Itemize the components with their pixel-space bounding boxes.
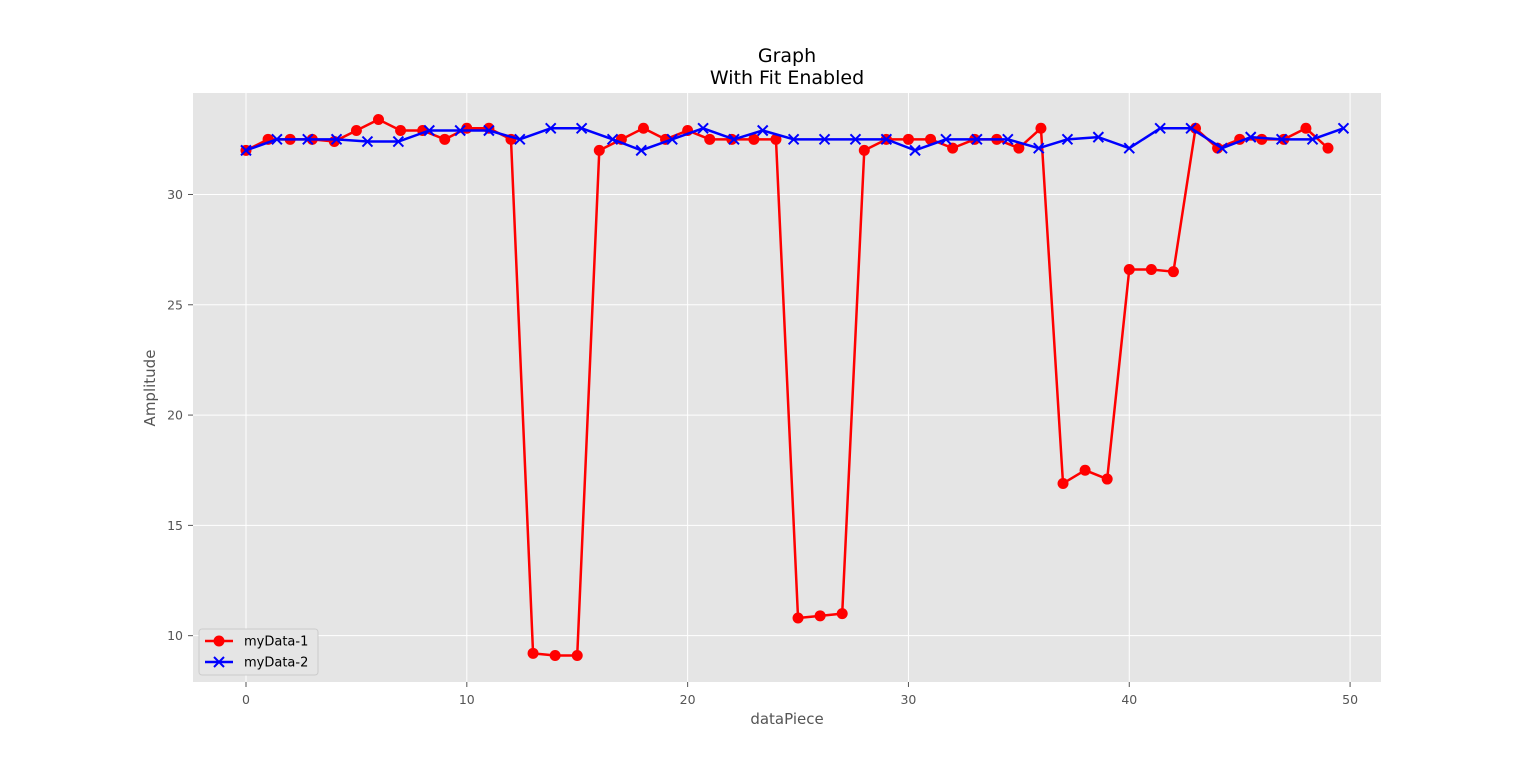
data-point (549, 650, 561, 662)
y-tick-label: 15 (167, 518, 183, 533)
data-point (1033, 142, 1045, 154)
y-tick-label: 25 (167, 297, 183, 312)
data-point (240, 144, 252, 157)
grid-lines (193, 93, 1381, 682)
legend-items: myData-1 myData-2 (205, 635, 308, 671)
series-myData-2 (240, 122, 1350, 157)
data-point (527, 647, 539, 659)
x-tick-label: 40 (1121, 692, 1137, 707)
data-point (1300, 122, 1312, 134)
data-point (1306, 133, 1319, 146)
data-point (1322, 142, 1334, 154)
data-point (330, 133, 343, 146)
chart-subtitle: With Fit Enabled (710, 67, 864, 89)
y-tick-label: 30 (167, 187, 183, 202)
data-point (947, 142, 959, 154)
data-point (514, 133, 526, 146)
data-point (836, 608, 848, 620)
data-point (1337, 122, 1350, 135)
chart-title: Graph (758, 45, 816, 67)
data-point (971, 133, 983, 146)
data-point (1101, 473, 1113, 485)
data-point (439, 133, 451, 145)
data-point (395, 125, 407, 137)
legend-label: myData-2 (244, 656, 308, 671)
data-point (1002, 133, 1014, 146)
data-point (423, 124, 435, 137)
data-point (1216, 142, 1228, 154)
data-point (271, 133, 283, 146)
data-point (880, 133, 893, 146)
data-point (372, 113, 384, 125)
data-point (1245, 131, 1257, 143)
data-point (728, 133, 740, 146)
legend-item: myData-1 (205, 635, 308, 650)
data-point (637, 122, 649, 134)
data-point (1092, 131, 1105, 143)
data-point (1185, 122, 1197, 135)
data-point (1145, 263, 1157, 275)
data-point (792, 612, 804, 624)
data-point (1057, 477, 1069, 489)
data-point (902, 133, 914, 145)
data-point (1123, 263, 1135, 275)
data-point (909, 144, 921, 157)
series-layer (240, 113, 1350, 662)
data-point (1035, 122, 1047, 134)
data-point (814, 610, 826, 622)
data-point (770, 133, 782, 145)
data-point (1167, 266, 1179, 278)
data-point (593, 144, 605, 156)
data-point (571, 650, 583, 662)
x-tick-label: 30 (900, 692, 916, 707)
data-point (392, 135, 405, 148)
axis-ticks: 0 10 20 30 40 50 10 15 20 25 30 (167, 187, 1358, 707)
data-point (697, 122, 709, 135)
legend: myData-1 myData-2 (198, 628, 319, 676)
data-point (483, 124, 495, 137)
x-tick-label: 10 (459, 692, 475, 707)
legend-marker (213, 635, 225, 647)
data-point (849, 133, 862, 146)
y-tick-label: 20 (167, 408, 183, 423)
data-point (635, 144, 647, 157)
data-point (606, 133, 619, 146)
x-axis-label: dataPiece (750, 710, 823, 728)
data-point (940, 133, 952, 146)
x-tick-label: 50 (1342, 692, 1358, 707)
data-point (361, 135, 374, 148)
x-tick-label: 0 (242, 692, 250, 707)
data-point (545, 122, 557, 135)
data-point (818, 133, 831, 146)
data-point (757, 124, 769, 137)
data-point (704, 133, 716, 145)
data-point (925, 133, 937, 145)
data-point (575, 122, 588, 135)
x-tick-label: 20 (680, 692, 696, 707)
legend-item: myData-2 (205, 656, 308, 671)
data-point (1123, 142, 1135, 154)
legend-marker (213, 656, 225, 668)
data-point (454, 124, 466, 137)
data-point (1079, 464, 1091, 476)
data-point (858, 144, 870, 156)
data-point (1154, 122, 1166, 135)
data-point (1013, 142, 1025, 154)
y-tick-label: 10 (167, 628, 183, 643)
data-point (748, 133, 760, 145)
legend-label: myData-1 (244, 635, 308, 650)
data-point (350, 125, 362, 137)
data-point (787, 133, 800, 146)
data-point (1061, 133, 1074, 146)
data-point (666, 133, 678, 146)
data-point (302, 133, 314, 146)
data-point (1275, 133, 1288, 146)
y-axis-label: Amplitude (141, 350, 159, 427)
